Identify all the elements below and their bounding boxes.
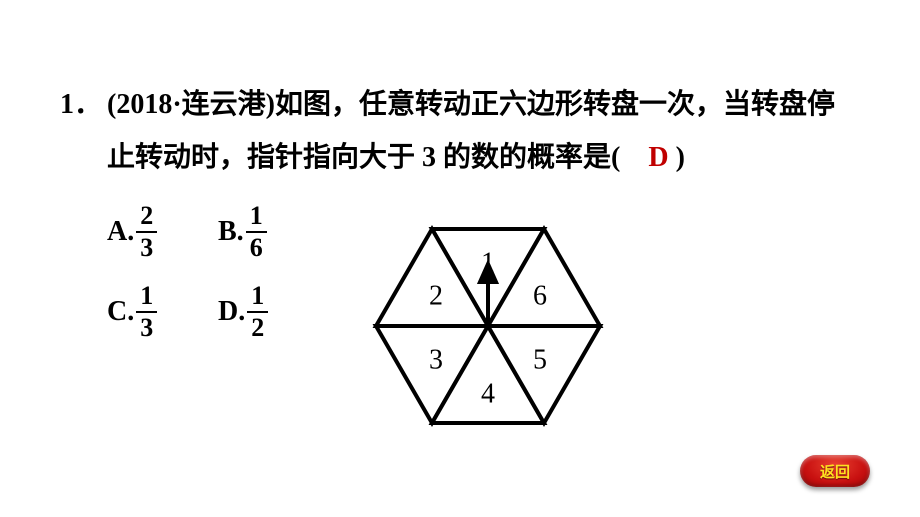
question-line-2-suffix: )	[669, 142, 685, 173]
hex-label-2: 2	[429, 280, 443, 311]
option-d-label: D.	[218, 296, 245, 328]
option-b-den: 6	[246, 233, 267, 261]
back-button[interactable]: 返回	[800, 455, 870, 487]
hex-label-5: 5	[533, 344, 547, 375]
option-a-fraction: 2 3	[136, 203, 157, 261]
option-d-fraction: 1 2	[247, 283, 268, 341]
option-b-fraction: 1 6	[246, 203, 267, 261]
option-c-fraction: 1 3	[136, 283, 157, 341]
hex-label-4: 4	[481, 378, 495, 409]
option-d: D. 1 2	[218, 283, 268, 341]
hex-label-1: 1	[481, 247, 495, 278]
option-d-den: 2	[247, 313, 268, 341]
hex-label-3: 3	[429, 344, 443, 375]
option-d-num: 1	[247, 283, 268, 313]
option-b: B. 1 6	[218, 203, 267, 261]
option-c-label: C.	[107, 296, 134, 328]
question-line-1: (2018·连云港)如图，任意转动正六边形转盘一次，当转盘停	[107, 82, 835, 122]
option-c-den: 3	[136, 313, 157, 341]
option-a: A. 2 3	[107, 203, 157, 261]
option-b-num: 1	[246, 203, 267, 233]
hex-label-6: 6	[533, 280, 547, 311]
option-c-num: 1	[136, 283, 157, 313]
question-line-2: 止转动时，指针指向大于 3 的数的概率是( D )	[107, 135, 685, 175]
hexagon-svg: 1 2 3 4 5 6	[358, 210, 618, 442]
slide: 1． (2018·连云港)如图，任意转动正六边形转盘一次，当转盘停 止转动时，指…	[0, 0, 920, 517]
answer-letter: D	[648, 142, 668, 173]
question-number: 1．	[60, 82, 102, 122]
option-c: C. 1 3	[107, 283, 157, 341]
hexagon-spinner: 1 2 3 4 5 6	[358, 210, 618, 447]
option-a-den: 3	[136, 233, 157, 261]
option-a-num: 2	[136, 203, 157, 233]
question-line-2-prefix: 止转动时，指针指向大于 3 的数的概率是(	[107, 142, 648, 173]
option-a-label: A.	[107, 216, 134, 248]
option-b-label: B.	[218, 216, 244, 248]
